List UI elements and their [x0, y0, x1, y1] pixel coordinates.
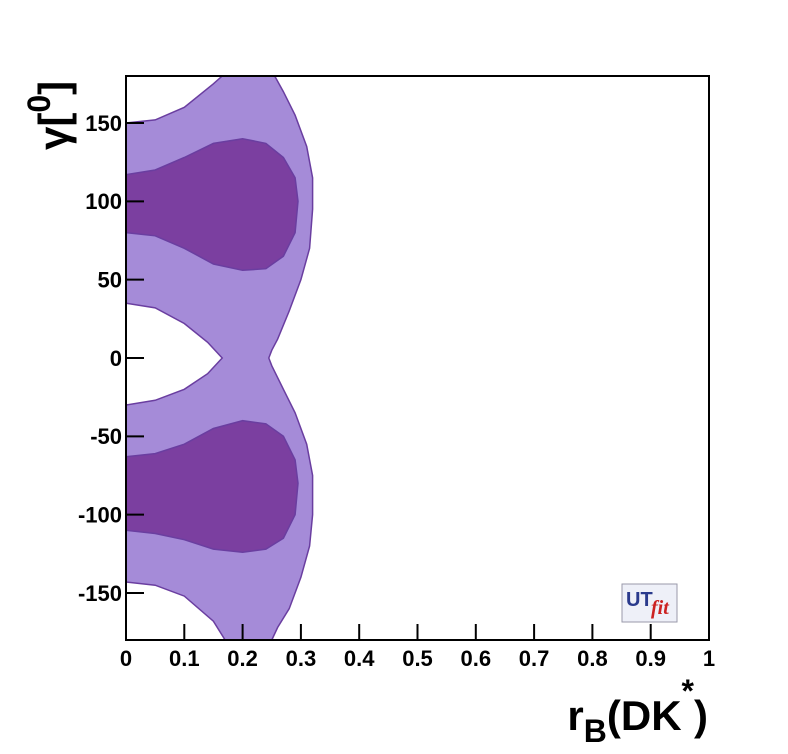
x-tick-label: 0.6 [461, 646, 492, 671]
x-title-rest: (DK [607, 692, 682, 739]
y-tick-label: 50 [98, 267, 122, 292]
x-tick-label: 1 [703, 646, 715, 671]
logo-fit: fit [651, 597, 670, 619]
x-title-end: ) [694, 692, 708, 739]
y-title-end: ] [30, 81, 77, 95]
x-title-sup: * [682, 673, 695, 709]
logo: UT fit [621, 583, 678, 623]
y-axis-title: γ[0] [21, 81, 77, 150]
x-tick-label: 0.3 [286, 646, 317, 671]
contour-region [125, 419, 299, 554]
y-tick-label: 100 [85, 189, 122, 214]
x-title-main: r [567, 692, 583, 739]
logo-box [621, 583, 678, 623]
y-title-main: γ[ [30, 113, 77, 150]
x-tick-label: 0.1 [169, 646, 200, 671]
x-tick-label: 0.4 [344, 646, 375, 671]
y-title-sup: 0 [21, 95, 57, 113]
x-tick-label: 0.5 [402, 646, 433, 671]
x-tick-label: 0.9 [635, 646, 666, 671]
x-axis-title: rB(DK*) [567, 673, 708, 749]
x-tick-label: 0.2 [227, 646, 258, 671]
y-tick-label: -50 [90, 424, 122, 449]
y-tick-label: -150 [78, 581, 122, 606]
x-tick-label: 0.7 [519, 646, 550, 671]
x-tick-label: 0 [120, 646, 132, 671]
x-title-sub: B [584, 713, 607, 749]
contour-region [125, 137, 299, 272]
x-tick-label: 0.8 [577, 646, 608, 671]
y-tick-label: 150 [85, 111, 122, 136]
logo-ut: UT [626, 589, 653, 611]
y-tick-label: 0 [110, 346, 122, 371]
y-tick-label: -100 [78, 502, 122, 527]
